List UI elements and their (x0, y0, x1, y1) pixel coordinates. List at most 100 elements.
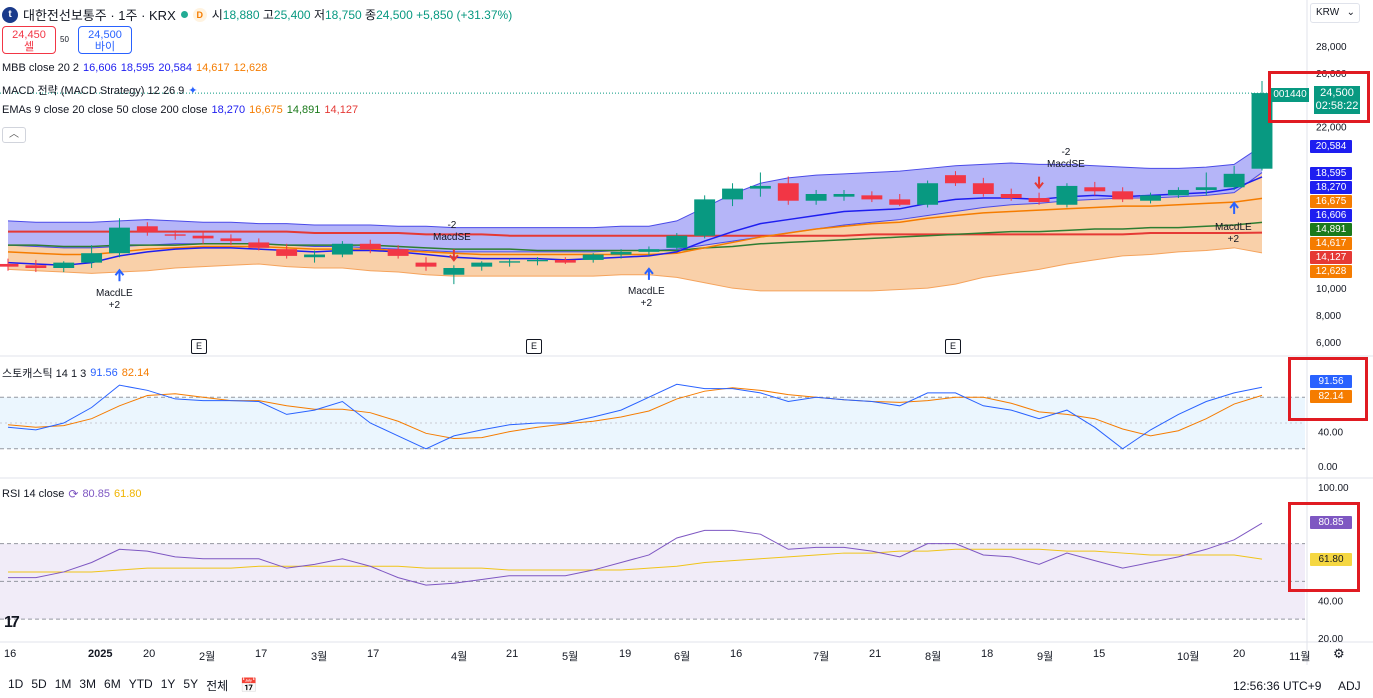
range-button[interactable]: 1M (54, 677, 72, 691)
range-button[interactable]: 5Y (183, 677, 199, 691)
low-value: 18,750 (324, 8, 362, 22)
range-button[interactable]: 6M (104, 677, 121, 691)
range-button[interactable]: 3M (79, 677, 97, 691)
symbol-header: t 대한전선보통주 · 1주 · KRX D 시18,880 고25,400 저… (2, 5, 512, 24)
mbb-legend[interactable]: MBB close 20 2 16,606 18,595 20,584 14,6… (2, 62, 267, 74)
time-axis-label: 17 (255, 648, 268, 660)
adj-toggle[interactable]: ADJ (1338, 678, 1361, 693)
signal-qty: +2 (1227, 234, 1240, 245)
candle-body (749, 185, 771, 189)
candle-body (889, 199, 911, 205)
buy-arrow-icon (644, 267, 654, 275)
candle-body (861, 195, 883, 200)
ema-value-4: 14,127 (324, 104, 359, 116)
time-axis-label: 8월 (925, 651, 942, 663)
buy-arrow-icon (114, 268, 125, 276)
mbb-value-4: 14,617 (196, 62, 230, 74)
currency-select[interactable]: KRW ⌄ (1310, 3, 1360, 23)
spread-value: 50 (60, 35, 69, 44)
highlight-frame-rsi (1288, 502, 1360, 592)
signal-name: MacdSE (433, 232, 471, 243)
candle-body (81, 253, 103, 263)
candle-body (610, 251, 632, 255)
price-axis-tag: 20,584 (1310, 139, 1352, 153)
sell-arrow-icon (449, 254, 459, 262)
time-axis-label: 3월 (311, 651, 328, 663)
time-axis-label: 2월 (199, 651, 216, 663)
range-button[interactable]: 5D (31, 677, 47, 691)
stoch-legend[interactable]: 스토캐스틱 14 1 3 91.56 82.14 (2, 365, 149, 381)
candle-body (638, 249, 660, 252)
candle-body (666, 235, 688, 248)
ema-value-2: 16,675 (249, 104, 283, 116)
range-button[interactable]: 전체 (206, 679, 229, 693)
clock[interactable]: 12:56:36 UTC+9 (1233, 678, 1322, 693)
earnings-marker[interactable]: E (191, 339, 207, 354)
candle-body (0, 263, 19, 267)
earnings-marker[interactable]: E (945, 339, 961, 354)
candle-body (499, 261, 521, 263)
highlight-frame-price (1268, 71, 1370, 123)
earnings-marker[interactable]: E (526, 339, 542, 354)
collapse-legend-button[interactable]: ︿ (2, 127, 26, 143)
rsi-axis-tick: 20.00 (1318, 634, 1343, 645)
buy-arrow-icon (1229, 201, 1239, 209)
macd-legend[interactable]: MACD 전략 (MACD Strategy) 12 26 9 ✦ (2, 82, 197, 98)
stoch-label: 스토캐스틱 14 1 3 (2, 368, 87, 380)
range-button[interactable]: YTD (128, 677, 153, 691)
emas-legend[interactable]: EMAs 9 close 20 close 50 close 200 close… (2, 104, 358, 116)
signal-name: MacdSE (1047, 159, 1085, 170)
time-axis-label: 16 (4, 648, 17, 660)
rsi-legend[interactable]: RSI 14 close ⟳ 80.85 61.80 (2, 487, 142, 501)
candle-body (554, 259, 576, 263)
change-value: +5,850 (+31.37%) (416, 8, 513, 22)
candle-body (1251, 93, 1273, 169)
time-axis-label: 18 (981, 648, 994, 660)
candle-body (805, 194, 827, 201)
signal-name: MacdLE (1215, 222, 1252, 233)
signal-label: -2 MacdSE (433, 220, 471, 244)
candle-body (331, 243, 353, 255)
price-axis-tick: 8,000 (1316, 311, 1341, 322)
highlight-frame-stoch (1288, 357, 1368, 421)
stoch-k-value: 91.56 (90, 367, 118, 379)
buy-button[interactable]: 24,500 바이 (78, 26, 132, 54)
company-logo: t (2, 6, 18, 23)
bb-lower-fill (8, 172, 1262, 291)
sparkle-icon[interactable]: ✦ (188, 84, 198, 97)
candle-body (694, 199, 716, 236)
range-button[interactable]: 1D (8, 677, 24, 691)
rsi-value: 80.85 (82, 488, 110, 500)
sell-button[interactable]: 24,450 셀 (2, 26, 56, 54)
candle-body (972, 183, 994, 194)
price-axis-tick: 6,000 (1316, 338, 1341, 349)
range-buttons: 1D 5D 1M 3M 6M YTD 1Y 5Y 전체 (4, 677, 232, 694)
ema-value-3: 14,891 (286, 104, 321, 116)
candle-body (1028, 198, 1050, 203)
candle-body (220, 238, 242, 242)
gear-icon[interactable]: ⚙ (1333, 646, 1345, 661)
price-axis-tag: 14,891 (1310, 222, 1352, 236)
last-price: 24,500 (1320, 87, 1354, 99)
tradingview-logo[interactable]: 17 (4, 614, 20, 631)
bottom-toolbar: 1D 5D 1M 3M 6M YTD 1Y 5Y 전체 📅 12:56:36 UTC+9 ADJ (0, 673, 1373, 698)
calendar-range-icon[interactable]: 📅 (240, 677, 258, 693)
candle-body (917, 183, 939, 205)
mbb-value-5: 12,628 (233, 62, 268, 74)
stoch-axis-tick: 0.00 (1318, 462, 1338, 473)
ema-9-line (7, 176, 1263, 267)
candle-body (777, 183, 799, 201)
symbol-title[interactable]: 대한전선보통주 · 1주 · KRX (23, 8, 176, 23)
signal-name: MacdLE (628, 286, 665, 297)
candle-body (136, 226, 158, 232)
refresh-icon[interactable]: ⟳ (68, 487, 79, 501)
candle-body (1140, 195, 1161, 201)
time-axis-label: 2025 (88, 648, 113, 660)
rsi-tag: 80.85 (1310, 516, 1352, 529)
time-axis-label: 5월 (562, 651, 579, 663)
open-label: 시 (211, 8, 223, 22)
buy-label: 바이 (94, 41, 116, 53)
signal-qty: +2 (640, 298, 653, 309)
range-button[interactable]: 1Y (160, 677, 176, 691)
